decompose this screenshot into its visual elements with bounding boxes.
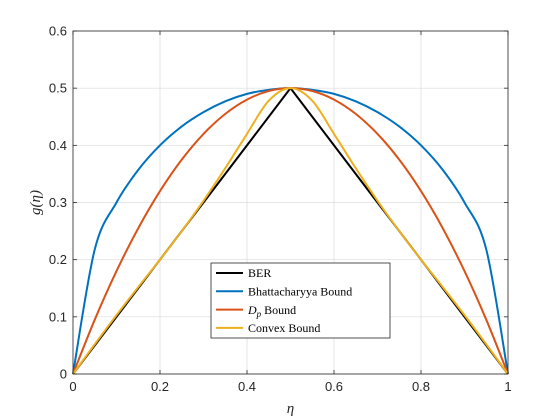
x-tick-label: 0	[69, 379, 76, 394]
y-tick-label: 0.3	[49, 195, 67, 210]
x-tick-label: 0.8	[412, 379, 430, 394]
y-tick-label: 0.4	[49, 138, 67, 153]
y-tick-label: 0.2	[49, 252, 67, 267]
x-tick-label: 0.2	[151, 379, 169, 394]
x-tick-label: 1	[504, 379, 511, 394]
legend-label-2: Dp Bound	[247, 303, 296, 319]
legend-label-0: BER	[248, 266, 271, 280]
legend-label-3: Convex Bound	[248, 321, 320, 335]
tick-marks	[72, 30, 509, 375]
x-tick-label: 0.4	[238, 379, 256, 394]
x-axis-label: η	[287, 401, 294, 417]
y-tick-label: 0.5	[49, 81, 67, 96]
x-tick-label: 0.6	[325, 379, 343, 394]
legend: BER Bhattacharyya Bound Dp Bound Convex Bou…	[210, 262, 391, 339]
y-tick-label: 0.1	[49, 309, 67, 324]
y-axis-label: g(η)	[28, 190, 44, 215]
legend-label-1: Bhattacharyya Bound	[248, 285, 352, 299]
tick-labels: 0 0.2 0.4 0.6 0.8 1 0 0.1 0.2 0.3 0.4 0.5 0.6	[49, 24, 512, 395]
series-line-3	[72, 87, 509, 375]
legend-box	[210, 262, 391, 339]
y-tick-label: 0	[60, 367, 67, 382]
series-lines	[72, 87, 509, 375]
y-tick-label: 0.6	[49, 24, 67, 39]
